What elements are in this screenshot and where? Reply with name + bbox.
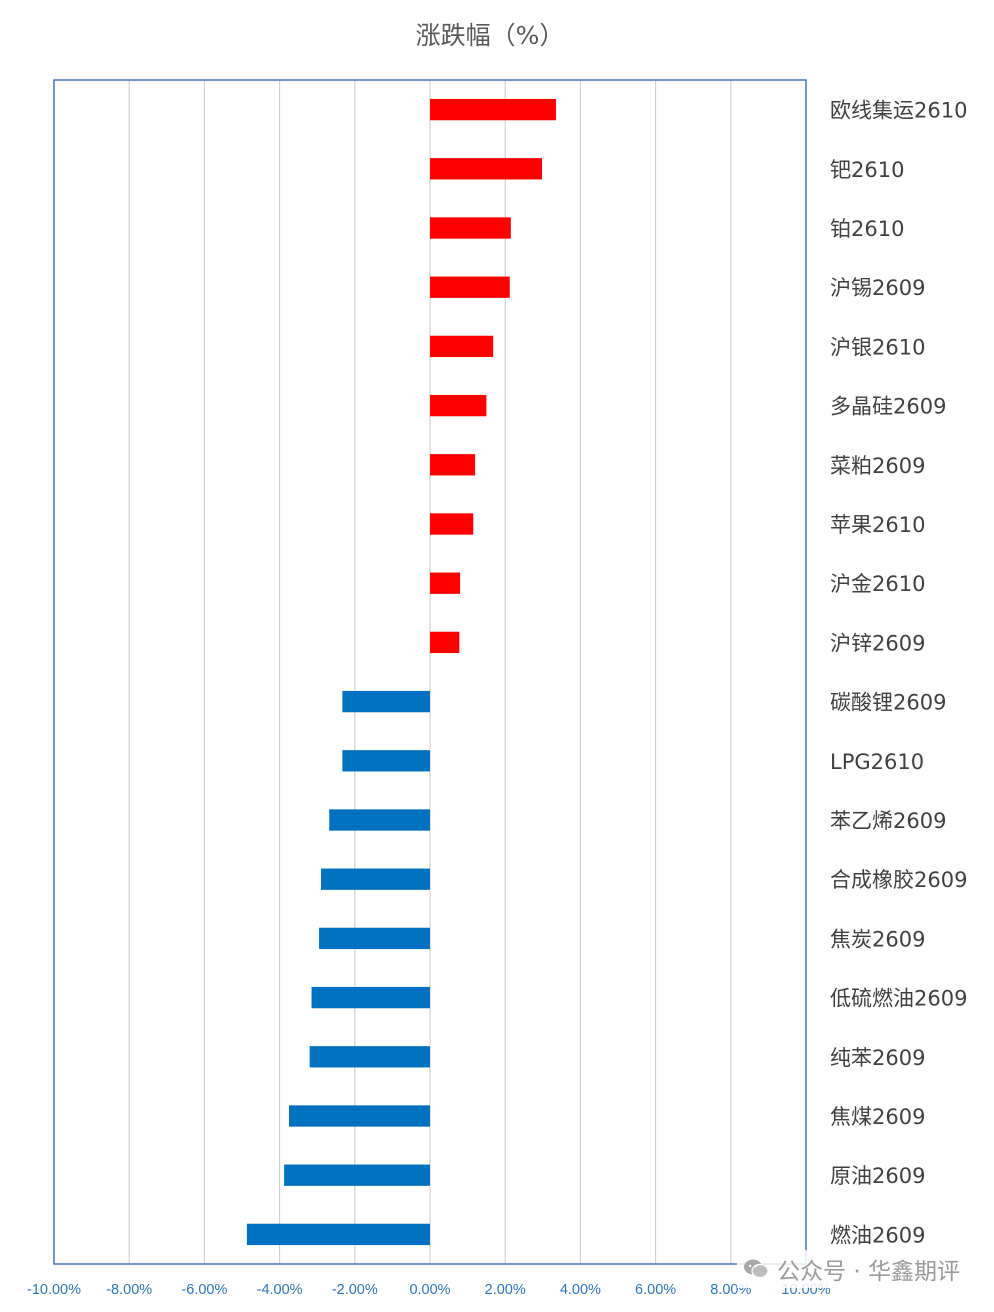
category-label: 欧线集运2610	[830, 99, 967, 123]
plot-frame	[53, 79, 807, 1265]
bar	[320, 868, 430, 890]
chart-title: 涨跌幅（%）	[416, 21, 565, 50]
category-label: 原油2609	[830, 1164, 925, 1188]
category-label: 低硫燃油2609	[830, 987, 967, 1011]
bar	[284, 1164, 430, 1186]
watermark: 公众号 · 华鑫期评	[737, 1250, 966, 1288]
x-tick-label: 0.00%	[409, 1282, 450, 1298]
category-label: 苯乙烯2609	[830, 809, 946, 833]
category-label: 苹果2610	[830, 513, 925, 537]
x-tick-label: 6.00%	[635, 1282, 676, 1298]
bar	[309, 1046, 430, 1068]
x-tick-label: -2.00%	[332, 1282, 378, 1298]
watermark-text: 公众号 · 华鑫期评	[777, 1259, 960, 1285]
bars	[246, 98, 556, 1246]
x-tick-label: -6.00%	[181, 1282, 227, 1298]
bar	[319, 927, 430, 950]
category-labels: 欧线集运2610 钯2610 铂2610 沪锡2609 沪银2610 多晶硅2609 菜粕2…	[830, 99, 967, 1248]
x-tick-label: -10.00%	[27, 1282, 81, 1298]
bar	[430, 335, 494, 358]
x-tick-label: 4.00%	[560, 1282, 601, 1298]
x-tick-label: -8.00%	[106, 1282, 152, 1298]
x-tick-label: 2.00%	[485, 1282, 526, 1298]
category-label: 菜粕2609	[830, 454, 925, 478]
category-label: 铂2610	[830, 217, 904, 241]
grid-lines	[128, 80, 732, 1264]
bar	[342, 690, 430, 713]
bar	[430, 572, 461, 594]
bar	[329, 809, 430, 831]
category-label: 沪锡2609	[830, 276, 925, 300]
bar	[311, 986, 430, 1009]
x-tick-label: -4.00%	[257, 1282, 303, 1298]
bar	[430, 217, 511, 239]
bar	[430, 454, 476, 476]
category-label: LPG2610	[830, 750, 924, 774]
bar	[342, 750, 430, 772]
category-label: 沪锌2609	[830, 631, 925, 655]
category-label: 沪金2610	[830, 572, 925, 596]
category-label: 燃油2609	[830, 1223, 925, 1247]
category-label: 焦煤2609	[830, 1105, 925, 1129]
x-axis-tick-labels: -10.00% -8.00% -6.00% -4.00% -2.00% 0.00% 2.00…	[27, 1282, 831, 1298]
bar	[289, 1105, 430, 1127]
category-label: 合成橡胶2609	[830, 868, 967, 892]
bar	[430, 276, 510, 298]
category-label: 钯2610	[830, 158, 904, 182]
bar	[430, 513, 474, 535]
category-label: 焦炭2609	[830, 927, 925, 951]
bar	[246, 1223, 430, 1246]
category-label: 碳酸锂2609	[830, 691, 946, 715]
category-label: 沪银2610	[830, 335, 925, 359]
bar	[430, 631, 460, 654]
bar	[430, 98, 556, 121]
wechat-icon	[743, 1258, 769, 1280]
category-label: 多晶硅2609	[830, 395, 946, 419]
bar	[430, 394, 487, 417]
bar	[430, 158, 543, 180]
category-label: 纯苯2609	[830, 1046, 925, 1070]
